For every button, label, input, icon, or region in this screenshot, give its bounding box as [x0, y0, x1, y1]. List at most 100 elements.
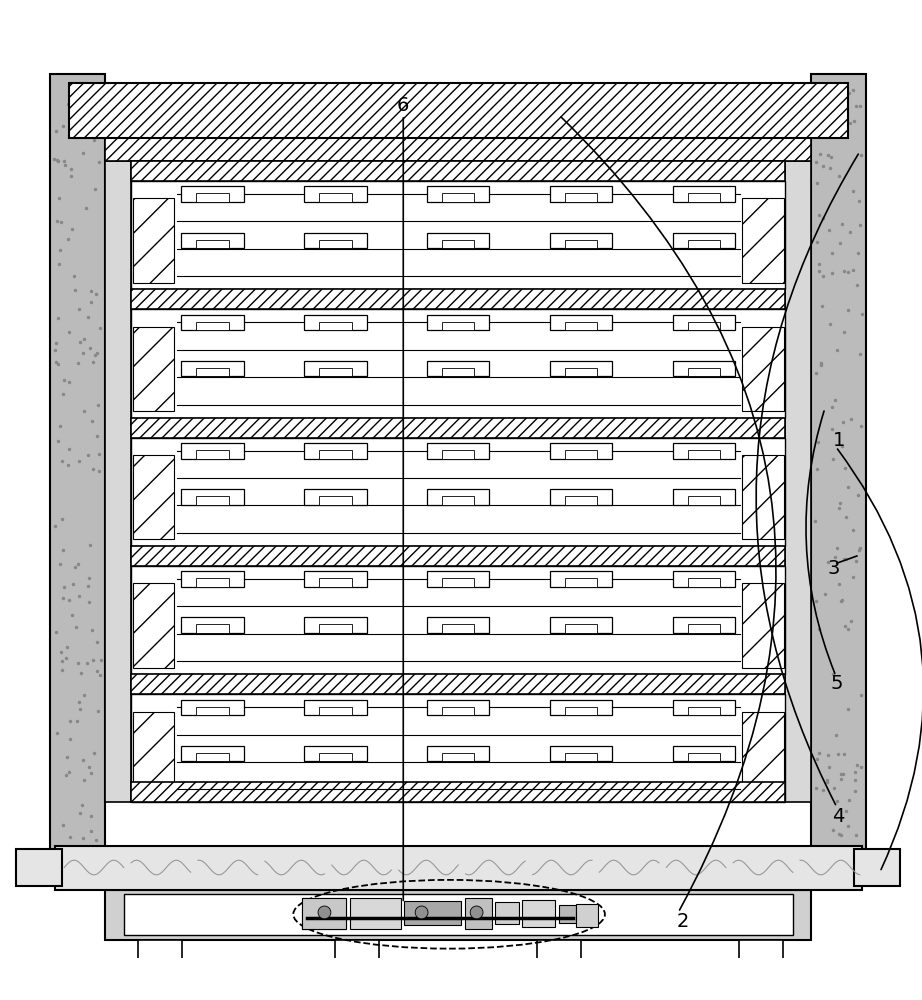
Bar	[550, 315, 612, 330]
Text: 4: 4	[833, 807, 845, 826]
Bar	[304, 489, 367, 505]
Bar	[565, 496, 597, 505]
Bar	[673, 315, 735, 330]
Bar	[182, 315, 243, 330]
Bar	[319, 450, 351, 459]
Bar	[196, 193, 229, 202]
Bar	[196, 707, 229, 715]
Bar	[427, 617, 490, 633]
Bar	[131, 694, 786, 802]
Bar	[550, 746, 612, 761]
Bar	[319, 496, 351, 505]
Bar	[131, 438, 786, 546]
Bar	[854, 849, 900, 886]
Bar	[319, 193, 351, 202]
Bar	[565, 193, 597, 202]
Bar	[442, 707, 475, 715]
Bar	[196, 240, 229, 248]
Bar	[688, 450, 720, 459]
Bar	[427, 315, 490, 330]
Bar	[319, 322, 351, 330]
Bar	[304, 315, 367, 330]
Bar	[131, 546, 786, 566]
Bar	[182, 746, 243, 761]
Bar	[404, 901, 461, 925]
Bar	[565, 707, 597, 715]
Bar	[550, 233, 612, 248]
Bar	[565, 450, 597, 459]
Bar	[550, 617, 612, 633]
Text: 1: 1	[833, 431, 845, 450]
Bar	[182, 489, 243, 505]
Bar	[302, 898, 347, 929]
Bar	[196, 624, 229, 633]
Bar	[673, 361, 735, 376]
Bar	[688, 368, 720, 376]
Bar	[742, 712, 784, 796]
Bar	[196, 496, 229, 505]
Bar	[131, 289, 786, 309]
Bar	[559, 905, 575, 923]
Bar	[55, 846, 861, 890]
Bar	[427, 233, 490, 248]
Bar	[182, 617, 243, 633]
Circle shape	[415, 906, 428, 919]
Bar	[427, 746, 490, 761]
Bar	[69, 83, 848, 138]
Bar	[427, 489, 490, 505]
Bar	[688, 753, 720, 761]
Bar	[304, 700, 367, 715]
Bar	[124, 894, 793, 935]
Bar	[51, 74, 105, 853]
Bar	[131, 309, 786, 418]
Bar	[538, 940, 581, 981]
Bar	[525, 970, 594, 981]
Bar	[304, 233, 367, 248]
Bar	[726, 970, 796, 981]
Bar	[105, 138, 811, 161]
Bar	[336, 940, 380, 981]
Bar	[125, 970, 195, 981]
Bar	[786, 161, 811, 802]
Bar	[131, 418, 786, 438]
Text: 3: 3	[828, 559, 840, 578]
Bar	[182, 443, 243, 459]
Bar	[673, 443, 735, 459]
Bar	[182, 361, 243, 376]
Bar	[739, 940, 783, 981]
Bar	[550, 361, 612, 376]
Bar	[550, 489, 612, 505]
Bar	[742, 583, 784, 668]
Bar	[495, 902, 519, 924]
Bar	[442, 368, 475, 376]
Bar	[742, 198, 784, 283]
Bar	[182, 700, 243, 715]
Bar	[427, 443, 490, 459]
Bar	[131, 181, 786, 289]
Bar	[304, 361, 367, 376]
Bar	[133, 198, 174, 283]
Bar	[105, 890, 811, 940]
Bar	[442, 624, 475, 633]
Bar	[304, 186, 367, 202]
Bar	[688, 624, 720, 633]
Bar	[131, 161, 786, 181]
Bar	[350, 898, 400, 929]
Bar	[465, 898, 492, 929]
Bar	[565, 624, 597, 633]
Bar	[196, 368, 229, 376]
Bar	[304, 746, 367, 761]
Bar	[565, 240, 597, 248]
Bar	[304, 571, 367, 587]
Bar	[550, 186, 612, 202]
Bar	[575, 904, 598, 927]
Bar	[319, 240, 351, 248]
Bar	[673, 700, 735, 715]
Bar	[523, 900, 555, 927]
Bar	[742, 327, 784, 411]
Bar	[105, 161, 131, 802]
Bar	[196, 322, 229, 330]
Bar	[182, 186, 243, 202]
Bar	[673, 571, 735, 587]
Bar	[550, 443, 612, 459]
